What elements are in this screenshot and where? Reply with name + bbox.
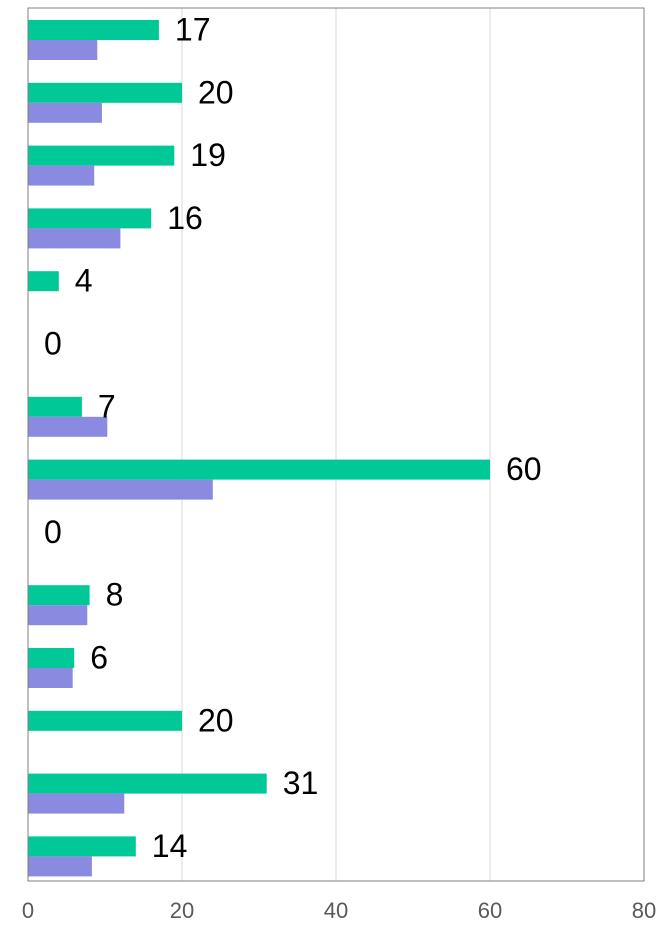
data-label: 0 [44, 514, 62, 550]
bar-series1 [28, 20, 159, 40]
plot-frame [27, 7, 645, 882]
bar-series1 [28, 208, 152, 229]
data-label: 20 [198, 702, 234, 738]
bar-series1 [28, 710, 182, 731]
bars [28, 20, 490, 877]
bar-series1 [28, 459, 490, 480]
bar-series1 [28, 585, 90, 606]
bar-series1 [28, 648, 75, 668]
bar-series1 [28, 82, 182, 103]
gridlines [181, 8, 491, 881]
x-tick-label: 20 [170, 898, 194, 923]
bar-series2 [28, 416, 108, 437]
bar-series2 [28, 668, 73, 688]
bar-series1 [28, 773, 267, 794]
bar-series2 [28, 228, 121, 249]
data-label: 31 [283, 765, 319, 801]
bar-series1 [28, 836, 136, 857]
bar-series1 [28, 396, 82, 417]
data-label: 17 [175, 11, 211, 47]
bar-series1 [28, 271, 59, 292]
data-label: 6 [90, 639, 108, 675]
data-label: 8 [106, 577, 124, 613]
data-label: 19 [190, 137, 226, 173]
data-label: 20 [198, 74, 234, 110]
bar-series2 [28, 102, 102, 123]
bar-series2 [28, 479, 213, 500]
data-label: 14 [152, 828, 188, 864]
bar-series2 [28, 605, 88, 626]
data-label: 4 [75, 263, 93, 299]
data-label: 7 [98, 388, 116, 424]
bar-series2 [28, 40, 98, 60]
bar-series2 [28, 793, 125, 814]
x-tick-label: 40 [324, 898, 348, 923]
x-axis-ticks: 0 20 40 60 80 [22, 898, 656, 923]
x-tick-label: 0 [22, 898, 34, 923]
x-tick-label: 60 [478, 898, 502, 923]
bar-series2 [28, 856, 92, 877]
x-tick-label: 80 [632, 898, 656, 923]
bar-series2 [28, 165, 95, 186]
data-label: 60 [506, 451, 542, 487]
data-label: 16 [167, 200, 203, 236]
data-label: 0 [44, 325, 62, 361]
bar-series1 [28, 145, 175, 166]
